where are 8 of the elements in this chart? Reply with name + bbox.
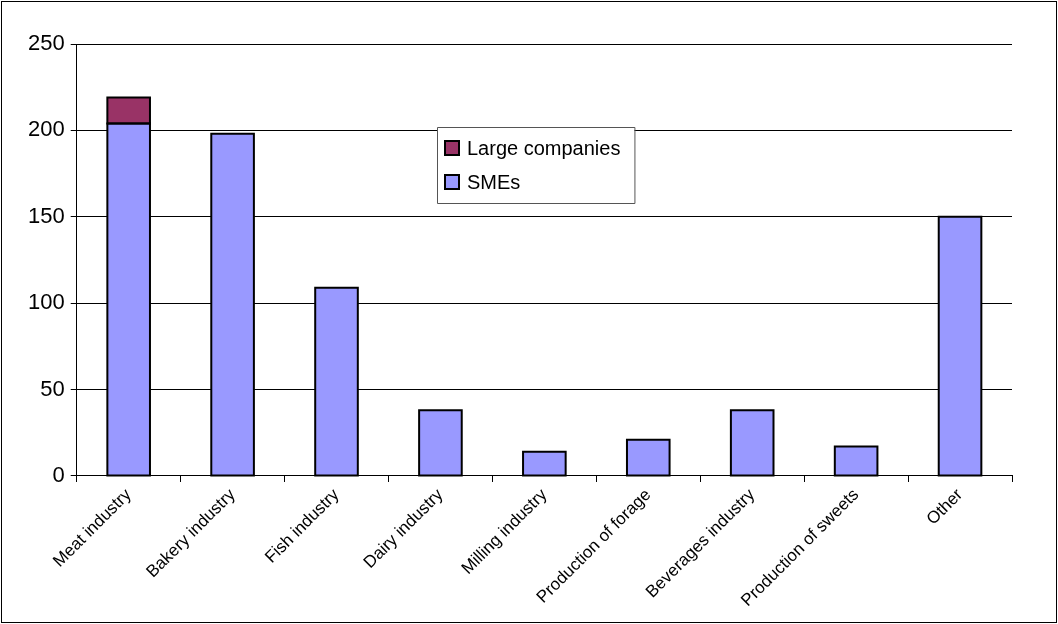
y-tick-label: 0 (52, 462, 65, 488)
y-tick-label: 250 (27, 30, 65, 56)
y-tick-label: 100 (27, 289, 65, 315)
y-tick-label: 150 (27, 202, 65, 228)
legend-label: Large companies (467, 136, 621, 159)
legend-label: SMEs (467, 170, 521, 193)
y-tick-label: 200 (27, 116, 65, 142)
y-tick-label: 50 (40, 375, 65, 401)
